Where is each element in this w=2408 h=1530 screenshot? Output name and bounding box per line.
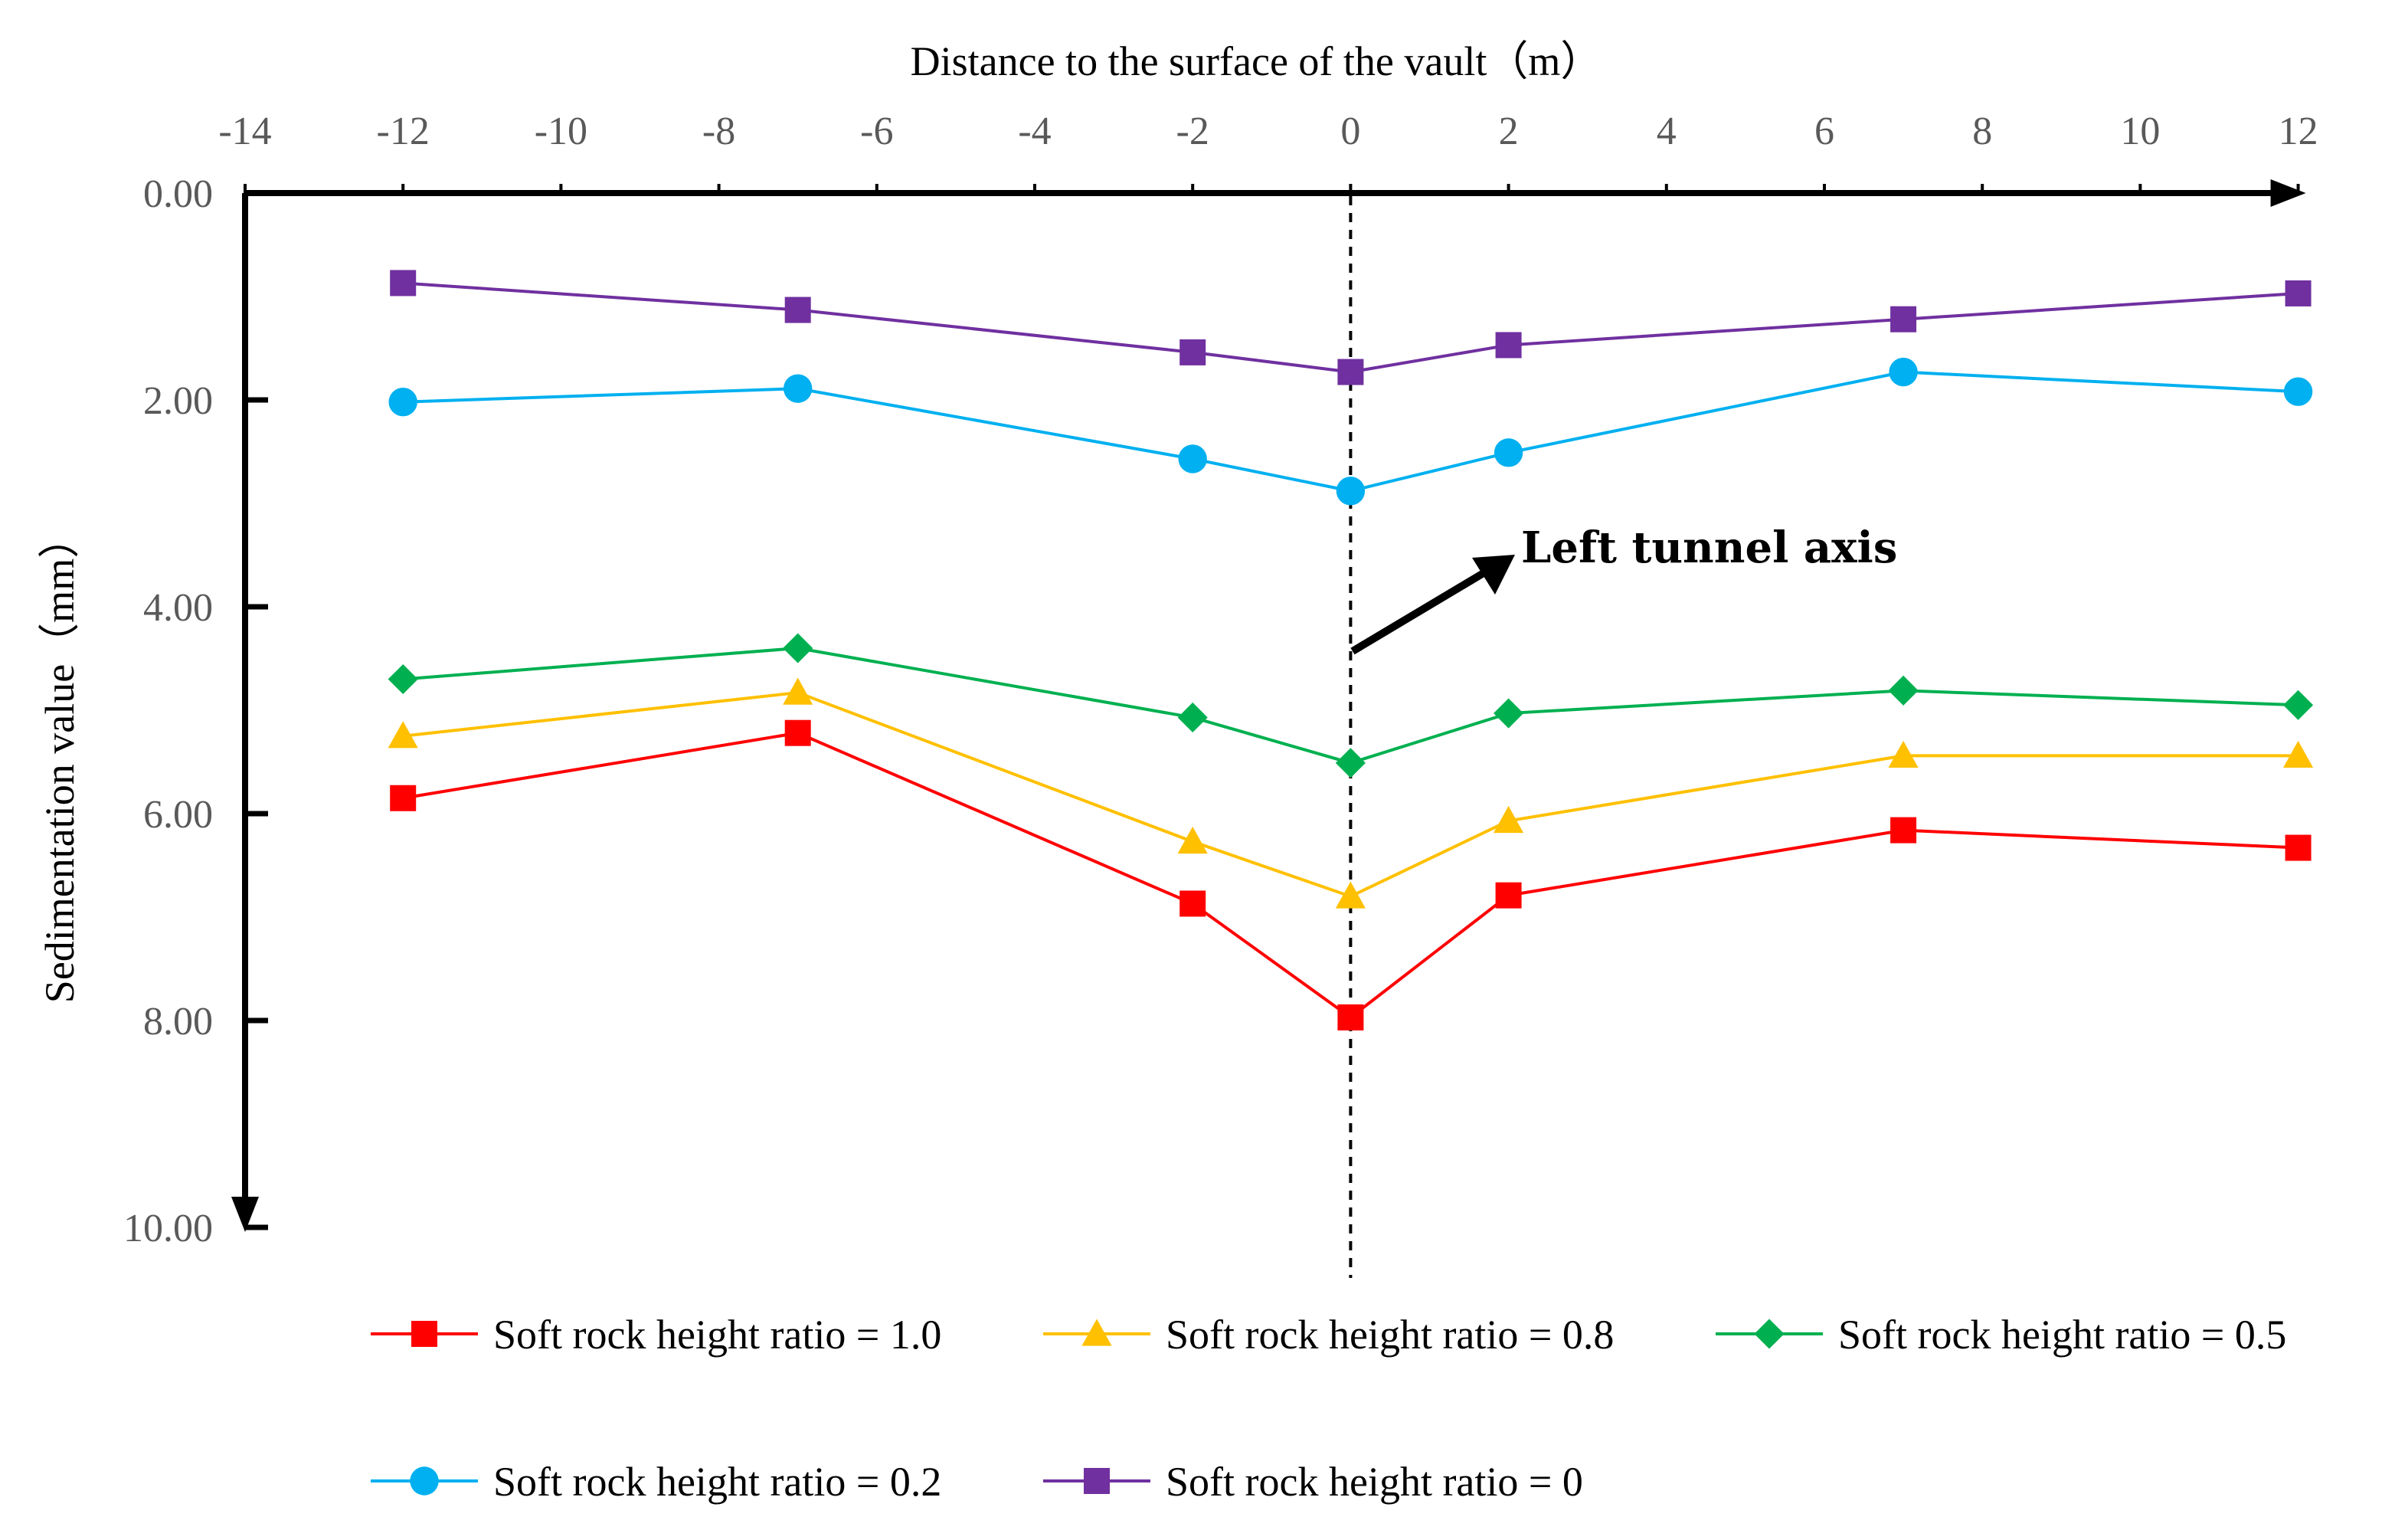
legend-label: Soft rock height ratio = 0.5: [1838, 1312, 2286, 1358]
y-axis-arrowhead: [231, 1197, 259, 1232]
data-point: [388, 388, 417, 417]
data-point: [784, 719, 811, 746]
series-2: [388, 677, 2314, 909]
data-point: [390, 270, 417, 296]
data-point: [388, 721, 418, 749]
series-1: [390, 719, 2311, 1030]
data-point: [1495, 332, 1522, 359]
x-axis-arrowhead: [2270, 179, 2306, 207]
data-point: [1890, 306, 1917, 333]
series-layer: [388, 270, 2314, 1030]
series-4: [388, 357, 2313, 506]
x-tick-label: -10: [535, 110, 587, 153]
data-point: [784, 296, 811, 323]
x-tick-label: 2: [1499, 110, 1519, 153]
x-tick-label: -8: [702, 110, 735, 153]
data-point: [2283, 740, 2314, 768]
series-line: [403, 281, 2298, 374]
x-tick-label: -14: [218, 110, 271, 153]
data-point: [2283, 377, 2313, 406]
data-point: [1336, 477, 1366, 506]
annotation-text: Left tunnel axis: [1521, 523, 1897, 573]
series-3: [388, 633, 2314, 778]
legend-swatch-marker: [411, 1321, 437, 1347]
data-point: [783, 374, 813, 403]
data-point: [1177, 826, 1208, 854]
legend-item: Soft rock height ratio = 0.8: [1043, 1312, 1614, 1358]
series-5: [390, 270, 2311, 385]
data-point: [2283, 690, 2314, 720]
data-point: [1337, 1004, 1364, 1030]
x-tick-label: 6: [1814, 110, 1834, 153]
data-point: [390, 785, 417, 811]
legend-swatch-marker: [410, 1466, 439, 1496]
data-point: [1494, 805, 1524, 834]
data-point: [1177, 702, 1208, 732]
legend-swatch-marker: [1081, 1319, 1112, 1346]
data-point: [1888, 740, 1919, 768]
legend: Soft rock height ratio = 1.0 Soft rock he…: [371, 1312, 2286, 1505]
x-tick-label: -2: [1176, 110, 1209, 153]
x-tick-label: 4: [1657, 110, 1677, 153]
legend-item: Soft rock height ratio = 0: [1043, 1459, 1583, 1505]
x-tick-label: 12: [2279, 110, 2318, 153]
data-point: [1890, 817, 1917, 844]
y-tick-label: 8.00: [143, 1000, 213, 1043]
data-point: [1494, 698, 1524, 729]
x-tick-label: 8: [1972, 110, 1992, 153]
data-point: [1179, 339, 1206, 365]
x-tick-label: -4: [1018, 110, 1051, 153]
data-point: [1335, 881, 1366, 909]
data-point: [1494, 438, 1523, 467]
x-axis-title: Distance to the surface of the vault（m）: [911, 38, 1602, 84]
legend-item: Soft rock height ratio = 0.2: [371, 1459, 941, 1505]
legend-label: Soft rock height ratio = 0.8: [1166, 1312, 1614, 1358]
legend-item: Soft rock height ratio = 0.5: [1716, 1312, 2286, 1358]
legend-swatch-marker: [1754, 1319, 1785, 1349]
data-point: [1889, 357, 1918, 387]
y-tick-label: 4.00: [143, 586, 213, 630]
data-point: [2285, 280, 2311, 306]
legend-item: Soft rock height ratio = 1.0: [371, 1312, 941, 1358]
data-point: [1495, 882, 1522, 909]
legend-swatch-marker: [1084, 1468, 1110, 1494]
annotation-arrowhead: [1472, 555, 1515, 595]
legend-label: Soft rock height ratio = 0: [1166, 1459, 1583, 1505]
data-point: [1337, 359, 1364, 385]
y-tick-label: 2.00: [143, 379, 213, 423]
data-point: [783, 633, 813, 663]
data-point: [2285, 834, 2311, 861]
x-tick-label: 10: [2120, 110, 2160, 153]
data-point: [1335, 748, 1366, 778]
data-point: [1179, 890, 1206, 917]
data-point: [388, 663, 418, 695]
legend-label: Soft rock height ratio = 0.2: [493, 1459, 941, 1505]
annotation-layer: Left tunnel axis: [1350, 523, 1897, 655]
data-point: [1178, 444, 1207, 473]
legend-label: Soft rock height ratio = 1.0: [493, 1312, 941, 1358]
x-tick-label: 0: [1340, 110, 1360, 153]
y-axis-title: Sedimentation value（mm）: [37, 517, 83, 1003]
y-tick-label: 0.00: [143, 172, 213, 216]
y-tick-label: 6.00: [143, 793, 213, 837]
y-tick-label: 10.00: [123, 1207, 213, 1250]
axes: -14 -12 -10 -8 -6 -4 -2 0 2 4 6 8 10 12 0.00 2.00 4.00 6.…: [37, 38, 2318, 1250]
x-tick-label: -12: [377, 110, 430, 153]
annotation-arrow-shaft: [1350, 567, 1490, 655]
data-point: [1888, 675, 1919, 706]
x-tick-label: -6: [860, 110, 893, 153]
data-point: [783, 677, 813, 705]
